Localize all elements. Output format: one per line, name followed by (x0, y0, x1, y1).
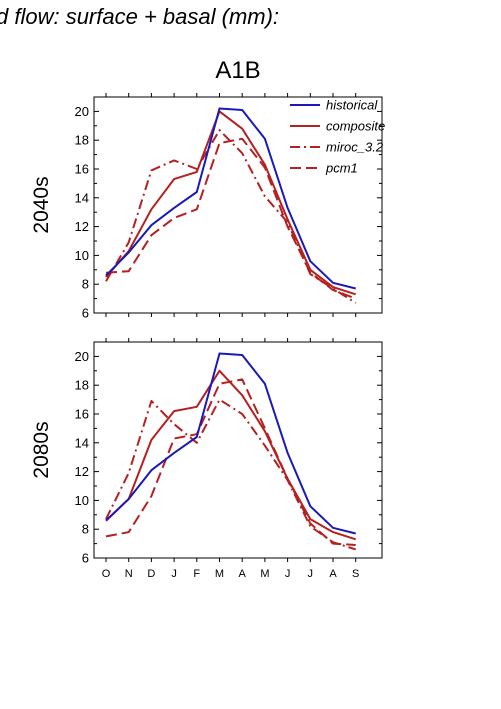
legend: historical composite miroc_3.2 pcm1 (290, 98, 385, 176)
y-tick-label: 6 (82, 551, 89, 566)
x-tick-label: F (193, 568, 200, 580)
x-tick-label: J (308, 568, 314, 580)
y-tick-label: 18 (75, 378, 89, 393)
plot-frame (93, 96, 383, 314)
y-tick-label: 20 (75, 104, 89, 119)
series-line-historical (105, 107, 356, 290)
x-tick-label: A (329, 568, 337, 580)
panel-label: 2080s (30, 421, 53, 478)
y-tick-label: 16 (75, 407, 89, 422)
x-tick-label: M (260, 568, 269, 580)
legend-label: miroc_3.2 (326, 140, 384, 155)
x-tick-label: J (285, 568, 291, 580)
panel-2040s: 6 8 10 12 14 16 18 20 2040s historical composite mi… (30, 93, 385, 321)
series-line-composite (105, 369, 357, 541)
plot-frame (93, 341, 383, 559)
scenario-title: A1B (215, 57, 261, 84)
y-tick-label: 14 (75, 435, 89, 450)
y-tick-label: 12 (75, 219, 89, 234)
x-tick-label: S (352, 568, 359, 580)
y-tick-label: 12 (75, 464, 89, 479)
y-tick-label: 6 (82, 306, 89, 321)
series-line-historical (105, 352, 356, 535)
series-line-composite (105, 110, 357, 296)
series-line-pcm1 (105, 137, 357, 300)
y-tick-label: 10 (75, 248, 89, 263)
y-tick-label: 8 (82, 522, 89, 537)
y-tick-label: 18 (75, 133, 89, 148)
x-tick-label: N (125, 568, 133, 580)
x-tick-label: O (102, 568, 111, 580)
y-tick-label: 10 (75, 493, 89, 508)
panel-2080s: 6 8 10 12 14 16 18 20 O N D J F M A M J J A S 2080s (30, 338, 383, 580)
series-line-miroc-3-2 (105, 129, 357, 304)
legend-label: pcm1 (325, 161, 358, 176)
legend-label: historical (326, 98, 378, 113)
x-tick-label: D (147, 568, 155, 580)
y-tick-label: 14 (75, 190, 89, 205)
figure-title: d flow: surface + basal (mm): (0, 4, 280, 29)
y-tick-label: 8 (82, 277, 89, 292)
x-tick-label: J (171, 568, 177, 580)
x-tick-label: M (215, 568, 224, 580)
legend-label: composite (326, 119, 385, 134)
x-tick-label: A (239, 568, 247, 580)
series-line-miroc-3-2 (105, 398, 357, 551)
y-tick-label: 16 (75, 162, 89, 177)
y-tick-label: 20 (75, 349, 89, 364)
panel-label: 2040s (30, 176, 53, 233)
